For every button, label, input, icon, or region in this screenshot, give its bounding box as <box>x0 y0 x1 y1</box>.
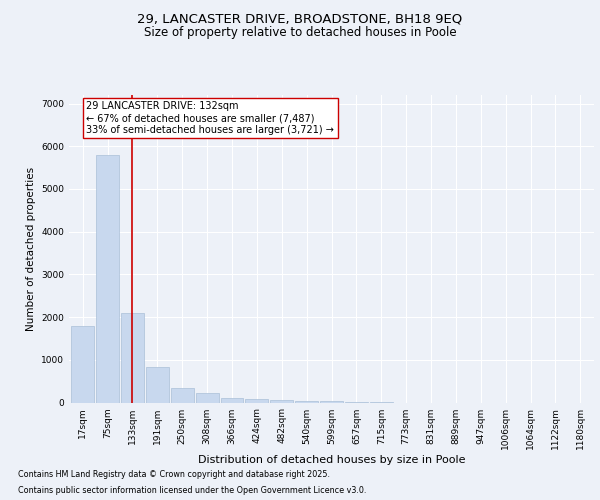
Bar <box>96 155 119 402</box>
Bar <box>121 313 144 402</box>
X-axis label: Distribution of detached houses by size in Poole: Distribution of detached houses by size … <box>198 455 465 465</box>
Text: Size of property relative to detached houses in Poole: Size of property relative to detached ho… <box>143 26 457 39</box>
Bar <box>320 401 343 402</box>
Bar <box>295 400 318 402</box>
Bar <box>171 388 194 402</box>
Bar <box>196 392 218 402</box>
Text: Contains public sector information licensed under the Open Government Licence v3: Contains public sector information licen… <box>18 486 367 495</box>
Text: 29, LANCASTER DRIVE, BROADSTONE, BH18 9EQ: 29, LANCASTER DRIVE, BROADSTONE, BH18 9E… <box>137 12 463 26</box>
Y-axis label: Number of detached properties: Number of detached properties <box>26 166 35 331</box>
Bar <box>146 368 169 402</box>
Text: Contains HM Land Registry data © Crown copyright and database right 2025.: Contains HM Land Registry data © Crown c… <box>18 470 330 479</box>
Text: 29 LANCASTER DRIVE: 132sqm
← 67% of detached houses are smaller (7,487)
33% of s: 29 LANCASTER DRIVE: 132sqm ← 67% of deta… <box>86 102 334 134</box>
Bar <box>221 398 244 402</box>
Bar <box>71 326 94 402</box>
Bar <box>245 399 268 402</box>
Bar <box>270 400 293 402</box>
